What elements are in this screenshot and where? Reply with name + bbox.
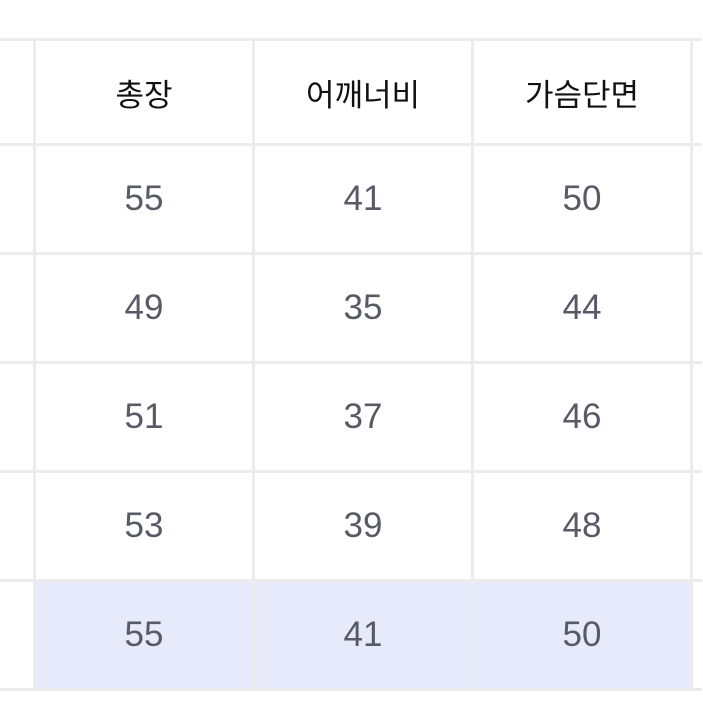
table-cell [693,364,702,470]
table-cell: 41 [255,146,471,252]
table-cell: 53 [36,473,252,579]
header-cell: 가슴단면 [474,41,690,143]
table-cell: 39 [255,473,471,579]
table-cell: 55 [36,146,252,252]
header-cell [0,41,33,143]
header-cell: 어깨너비 [255,41,471,143]
table-cell [0,582,33,688]
table-cell: 44 [474,255,690,361]
table-cell: 41 [255,582,471,688]
table-cell: 37 [255,364,471,470]
table-cell: 50 [474,146,690,252]
table-cell: 48 [474,473,690,579]
table-cell: 50 [474,582,690,688]
table-cell [693,146,702,252]
table-cell [693,255,702,361]
table-cell: 49 [36,255,252,361]
table-cell: 46 [474,364,690,470]
table-cell [0,146,33,252]
table-cell [0,255,33,361]
table-cell: 35 [255,255,471,361]
table-cell [0,473,33,579]
table-cell [693,582,702,688]
size-table: 총장 어깨너비 가슴단면 55 41 50 49 35 44 51 37 46 53 39 48 55 41 50 [0,38,702,691]
header-cell: 총장 [36,41,252,143]
header-cell [693,41,702,143]
table-cell: 55 [36,582,252,688]
table-cell [693,473,702,579]
table-cell [0,364,33,470]
table-cell: 51 [36,364,252,470]
